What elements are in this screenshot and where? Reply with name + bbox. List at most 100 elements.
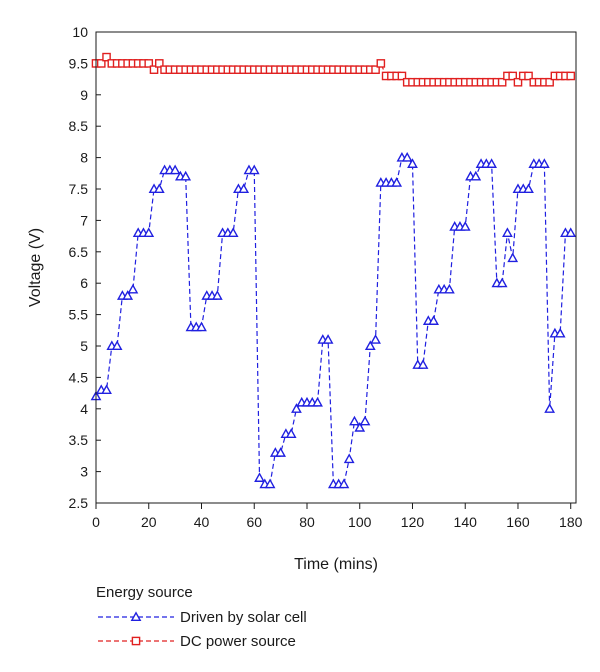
y-tick-label: 3: [80, 464, 88, 480]
series-layer: [90, 52, 577, 489]
legend-item-solar: Driven by solar cell: [96, 605, 307, 629]
data-point-dc: [149, 65, 159, 74]
x-axis-ticks: 0 20 40 60 80 100 120 140 160 180: [92, 503, 583, 530]
data-point-solar: [507, 252, 519, 263]
plot-frame: [95, 31, 577, 504]
data-point-solar: [101, 384, 112, 395]
data-point-solar: [349, 415, 360, 426]
y-tick-label: 4.5: [69, 369, 89, 385]
legend-title: Energy source: [96, 584, 193, 601]
data-point-solar: [428, 315, 439, 325]
data-point-solar: [417, 359, 429, 369]
data-point-solar: [338, 478, 350, 489]
data-point-solar: [370, 334, 381, 344]
x-tick-label: 120: [401, 514, 425, 530]
y-tick-label: 9: [80, 87, 88, 103]
x-tick-label: 80: [299, 514, 315, 530]
data-point-solar: [364, 340, 376, 351]
x-axis-title: Time (mins): [294, 556, 378, 573]
data-point-solar: [111, 340, 123, 351]
data-point-solar: [275, 447, 287, 457]
legend-swatch-dc: [98, 636, 174, 646]
data-point-solar: [254, 472, 265, 482]
x-tick-label: 160: [506, 514, 530, 530]
y-tick-label: 4: [80, 401, 88, 417]
y-tick-label: 3.5: [69, 432, 89, 448]
x-tick-label: 100: [348, 514, 372, 530]
data-point-solar: [122, 290, 134, 300]
y-tick-label: 8.5: [69, 118, 89, 134]
data-point-solar: [238, 183, 250, 194]
data-point-solar: [391, 177, 403, 187]
x-tick-label: 60: [246, 514, 262, 530]
legend-item-dc: DC power source: [96, 629, 307, 653]
data-point-solar: [523, 183, 534, 194]
data-point-dc: [102, 52, 111, 62]
legend-label-solar: Driven by solar cell: [180, 608, 307, 626]
data-point-solar: [196, 321, 207, 332]
data-point-solar: [291, 403, 302, 413]
data-point-dc: [508, 71, 518, 81]
data-point-solar: [359, 415, 371, 426]
data-point-solar: [554, 327, 566, 338]
data-point-dc: [376, 59, 386, 68]
data-point-solar: [285, 428, 297, 438]
data-point-solar: [169, 164, 181, 175]
data-point-solar: [496, 277, 508, 288]
data-point-solar: [227, 227, 239, 238]
series-dc: [91, 52, 576, 87]
data-point-solar: [264, 478, 276, 489]
series-solar: [90, 151, 577, 489]
data-point-solar: [180, 170, 192, 181]
data-point-dc: [144, 59, 154, 68]
legend: Energy source Driven by solar cell DC po…: [96, 584, 307, 653]
data-point-solar: [354, 421, 366, 432]
data-point-solar: [322, 334, 334, 344]
data-point-solar: [486, 158, 497, 168]
data-point-dc: [497, 77, 507, 87]
data-point-solar: [343, 453, 355, 464]
y-tick-label: 10: [72, 24, 88, 40]
data-point-solar: [153, 183, 165, 194]
data-point-solar: [565, 227, 577, 238]
data-point-solar: [248, 164, 260, 175]
x-tick-label: 40: [194, 514, 210, 530]
y-tick-label: 2.5: [69, 495, 89, 511]
data-point-dc: [371, 65, 380, 74]
data-point-dc: [524, 71, 533, 81]
legend-swatch-solar: [98, 611, 174, 622]
data-point-solar: [312, 396, 323, 407]
x-tick-label: 20: [141, 514, 157, 530]
data-point-solar: [538, 158, 550, 168]
data-point-solar: [211, 290, 223, 300]
legend-swatch-marker: [130, 611, 142, 622]
y-tick-label: 9.5: [69, 55, 89, 71]
data-point-solar: [444, 283, 455, 294]
y-tick-label: 8: [80, 150, 88, 166]
data-point-solar: [470, 170, 482, 181]
data-point-dc: [397, 71, 407, 81]
data-point-solar: [401, 151, 413, 162]
data-point-dc: [513, 77, 523, 87]
series-line-solar: [95, 157, 571, 485]
x-tick-label: 180: [559, 514, 583, 530]
y-tick-label: 5.5: [69, 307, 89, 323]
data-point-solar: [459, 221, 471, 231]
legend-swatch-marker: [131, 636, 141, 646]
data-point-solar: [544, 403, 556, 413]
x-tick-label: 140: [454, 514, 478, 530]
x-tick-label: 0: [92, 514, 100, 530]
y-tick-label: 7.5: [69, 181, 89, 197]
data-point-dc: [154, 59, 164, 68]
y-tick-label: 5: [80, 338, 88, 354]
data-point-solar: [127, 283, 139, 294]
data-point-dc: [545, 77, 554, 87]
y-tick-label: 6.5: [69, 244, 89, 260]
y-tick-label: 6: [80, 275, 88, 291]
y-tick-label: 7: [80, 212, 88, 228]
data-point-solar: [143, 227, 155, 238]
voltage-chart: 2.5 3 3.5 4 4.5 5 5.5 6 6.5 7 7.5 8 8.5 9 9.5 10 0 20 40 6…: [27, 24, 583, 573]
y-axis-ticks: 2.5 3 3.5 4 4.5 5 5.5 6 6.5 7 7.5 8 8.5 9 9.5 10: [69, 24, 101, 511]
data-point-dc: [96, 59, 106, 68]
data-point-solar: [407, 158, 418, 168]
